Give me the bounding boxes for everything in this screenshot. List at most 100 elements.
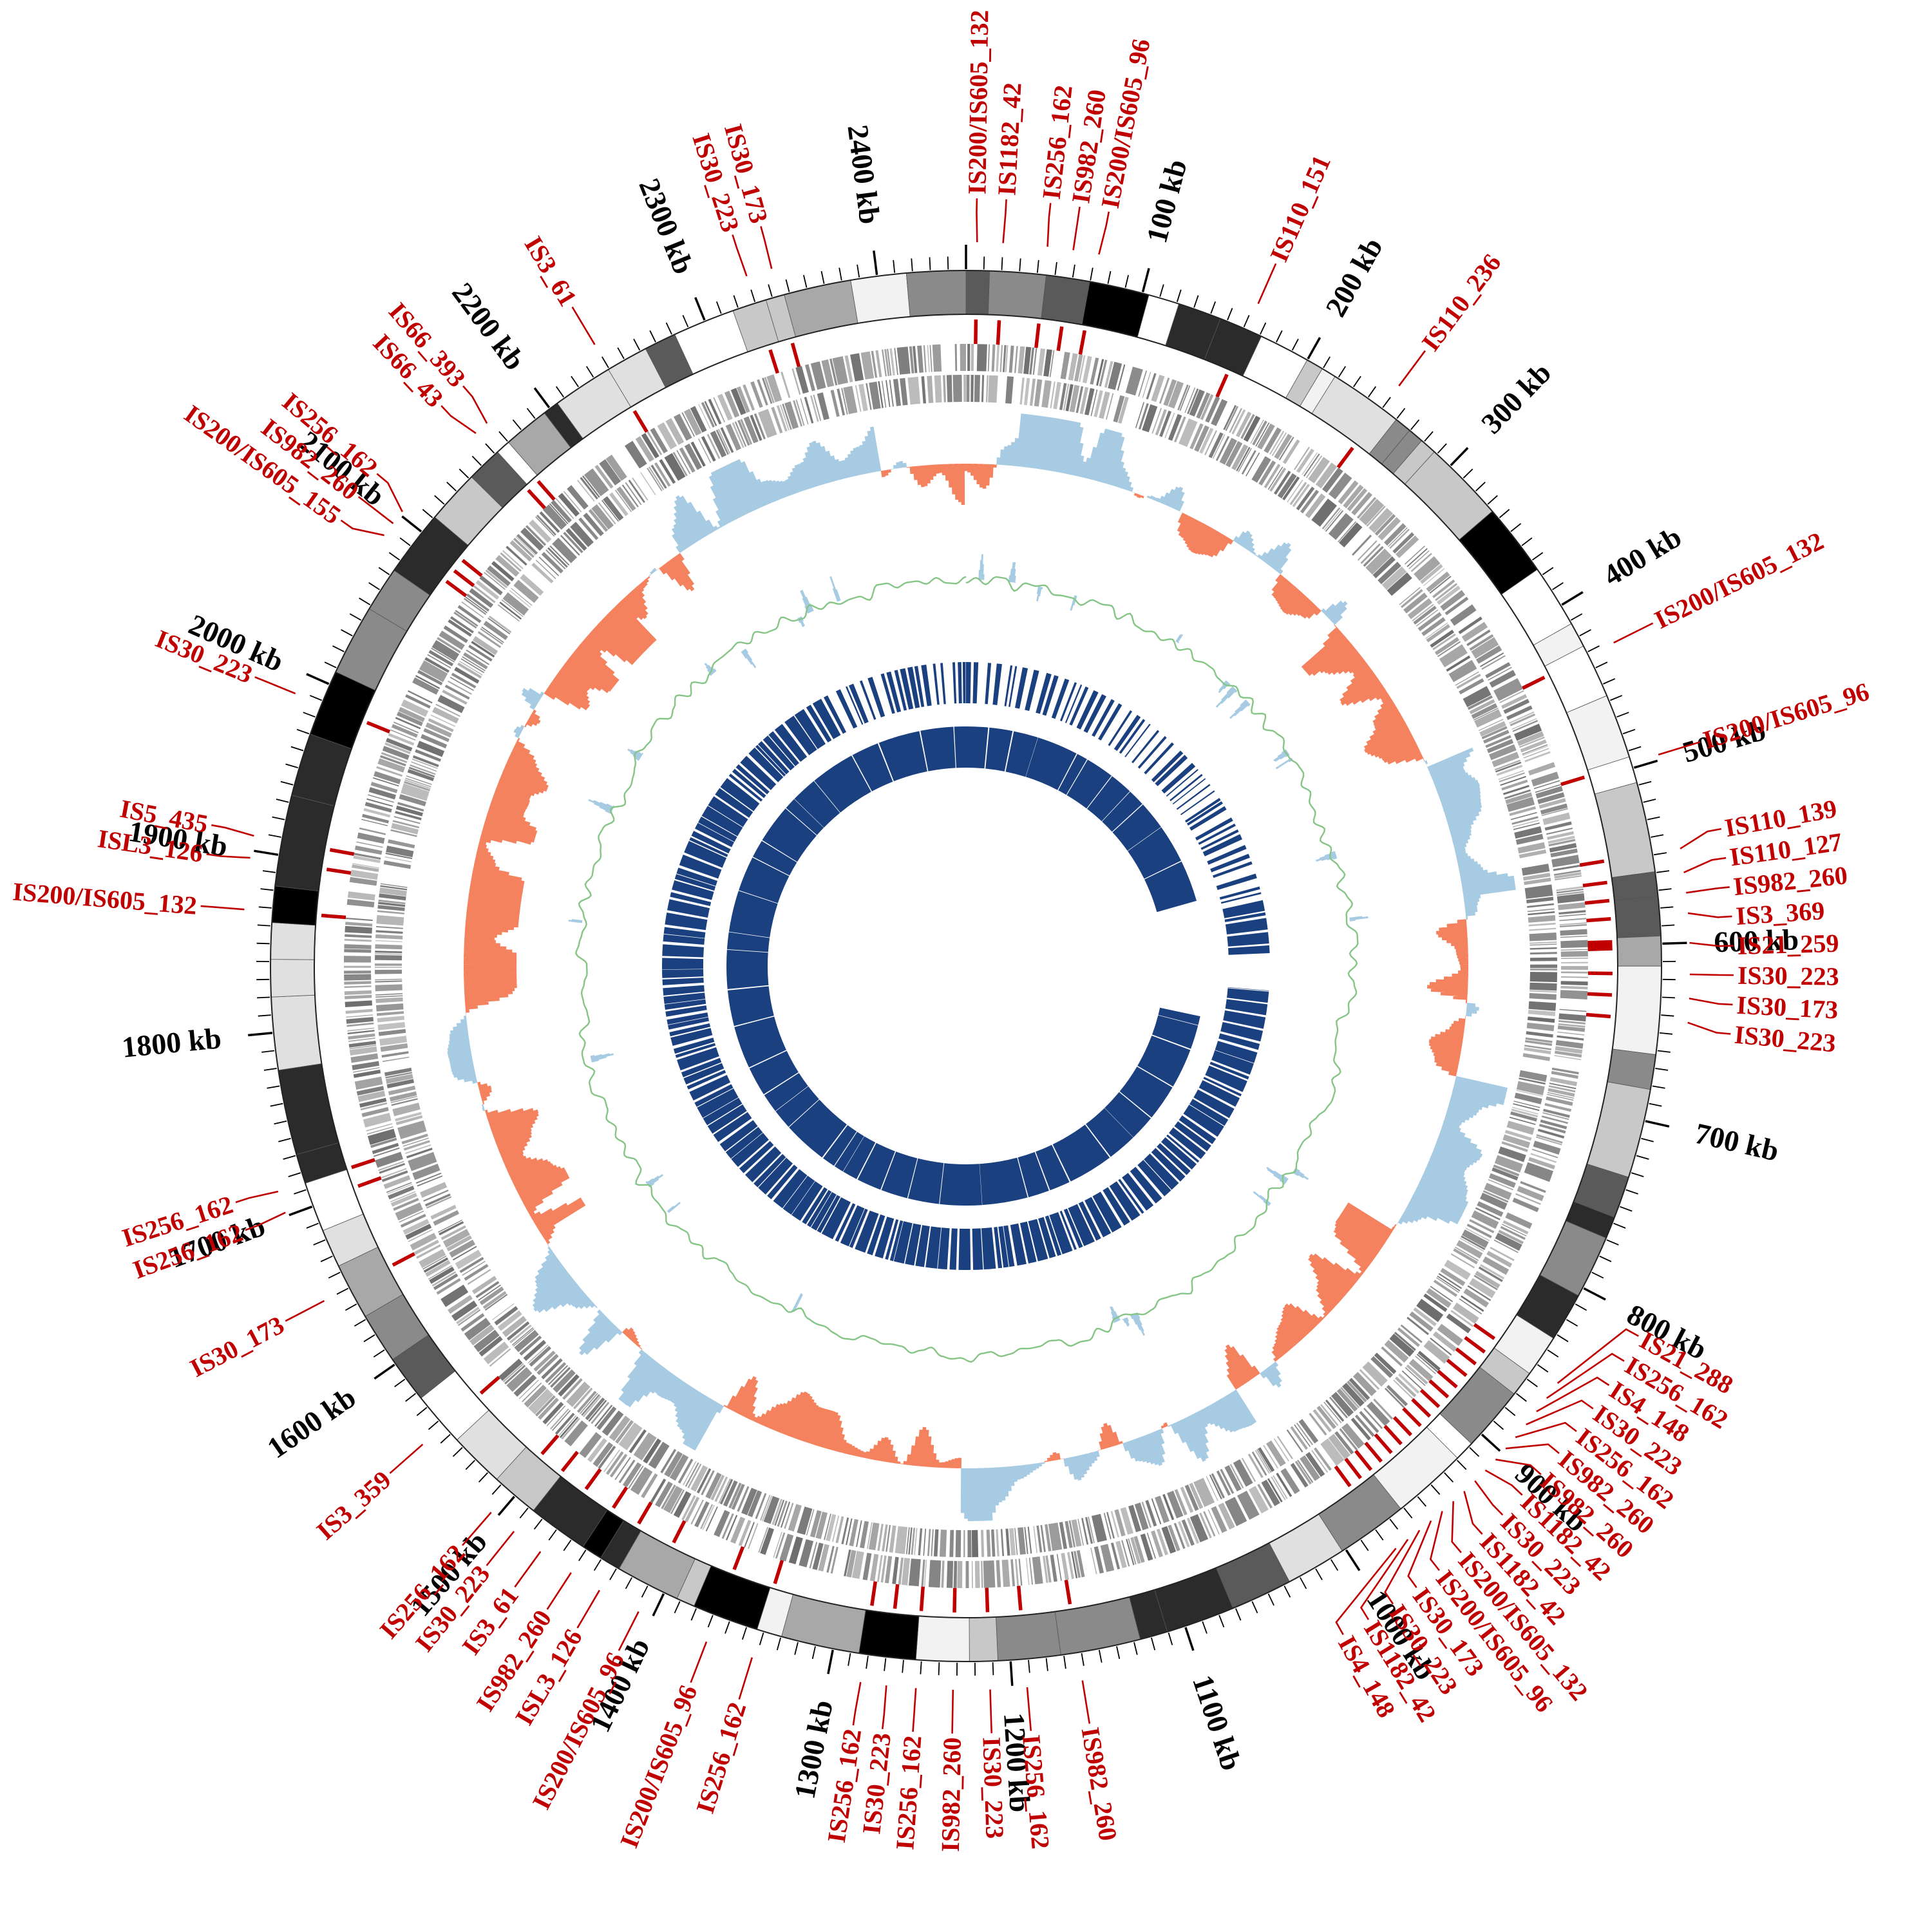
gene-block (1426, 624, 1450, 643)
gene-block (1509, 711, 1535, 724)
gene-block (1530, 952, 1557, 955)
scale-tick-minor (724, 1621, 730, 1634)
gene-block (502, 592, 529, 616)
gene-block (1529, 927, 1557, 931)
gene-block (927, 1529, 931, 1557)
gene-block (1359, 1410, 1379, 1434)
scale-tick-minor (1552, 582, 1564, 591)
gene-block (484, 572, 506, 590)
gene-block (641, 433, 659, 459)
scale-tick-major (1345, 1549, 1361, 1571)
gene-block (479, 575, 503, 596)
gene-block (384, 1067, 412, 1077)
gene-block (664, 1451, 683, 1477)
gene-block (737, 1486, 750, 1512)
scale-tick-minor (1587, 645, 1600, 652)
scale-tick-minor (294, 1189, 307, 1195)
gene-block (513, 580, 539, 603)
gene-block (1338, 521, 1357, 543)
gene-block (1211, 1506, 1227, 1533)
gene-block (715, 430, 729, 455)
gene-block (683, 1461, 697, 1486)
gene-block (1558, 910, 1586, 915)
is-leader-line (1495, 1459, 1542, 1475)
scale-tick-minor (768, 284, 773, 298)
gene-block (1501, 1141, 1528, 1152)
gene-block (748, 1523, 759, 1549)
gene-block (1474, 709, 1502, 728)
is-leader-line (1098, 211, 1110, 255)
gene-block (1189, 389, 1205, 417)
gene-block (1543, 1108, 1570, 1118)
gene-block (482, 1291, 507, 1309)
is-label: IS30_223 (977, 1737, 1009, 1839)
gene-block (1167, 1490, 1184, 1519)
gene-block (1339, 522, 1363, 547)
gene-block (471, 1276, 497, 1294)
gene-block (348, 1033, 375, 1040)
gene-block (547, 547, 568, 568)
gene-block (1079, 386, 1089, 414)
gene-block (766, 374, 782, 402)
gene-block (1215, 435, 1230, 461)
gene-block (392, 820, 420, 829)
gene-block (895, 1526, 908, 1555)
is-position-tick (1374, 1433, 1393, 1454)
gene-block (363, 808, 391, 818)
gene-block (1519, 1077, 1546, 1085)
gene-block (1540, 1119, 1567, 1130)
gene-block (1063, 383, 1070, 411)
gene-block (344, 956, 372, 963)
gene-block (1164, 412, 1175, 439)
gene-block (424, 1193, 451, 1207)
gene-block (346, 899, 375, 907)
gene-block (1223, 404, 1236, 430)
scale-tick-minor (1331, 1559, 1339, 1571)
scale-tick-major (1481, 1434, 1501, 1452)
gene-block (724, 390, 740, 418)
scale-tick-minor (1353, 375, 1361, 388)
gene-block (344, 944, 372, 949)
gene-block (1506, 1121, 1535, 1135)
gene-block (1500, 775, 1526, 786)
gene-block (1489, 1173, 1516, 1188)
gene-block (1256, 1449, 1271, 1473)
gene-block (641, 1473, 658, 1499)
scale-tick-minor (803, 274, 808, 288)
gene-block (776, 405, 788, 432)
gene-block (1561, 961, 1589, 964)
gene-block (1551, 1067, 1579, 1075)
gene-block (1130, 1537, 1141, 1564)
gene-block (1471, 703, 1498, 719)
scale-tick-minor (349, 613, 362, 621)
gene-block (1435, 583, 1458, 601)
gene-block (940, 1530, 947, 1557)
gene-block (349, 1046, 377, 1056)
gene-block (1510, 713, 1536, 726)
gene-block (451, 672, 477, 688)
gene-block (1528, 1010, 1556, 1016)
gene-block (357, 1090, 386, 1103)
gene-block (397, 1120, 427, 1139)
gene-block (386, 846, 414, 858)
gene-block (717, 393, 733, 421)
is-position-tick (392, 1252, 415, 1267)
gene-block (1200, 394, 1214, 421)
gene-block (1238, 448, 1252, 473)
gene-block (1481, 655, 1506, 670)
gene-block (1523, 748, 1549, 759)
gene-block (1196, 392, 1211, 419)
gene-block (932, 344, 942, 372)
gene-block (1297, 1459, 1314, 1483)
scale-tick-minor (1176, 289, 1182, 303)
gene-block (914, 1528, 918, 1555)
gene-block (1554, 1055, 1582, 1061)
gene-block (1509, 1117, 1536, 1125)
gene-block (640, 472, 656, 495)
gene-block (459, 661, 483, 676)
scale-tick-minor (519, 1508, 529, 1519)
gene-block (437, 637, 461, 654)
gene-block (855, 384, 862, 412)
is-leader-line (1002, 199, 1007, 243)
is-label: IS982_260 (936, 1737, 967, 1852)
